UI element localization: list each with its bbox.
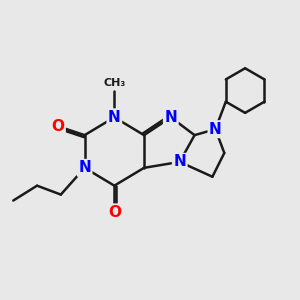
Text: N: N <box>108 110 121 125</box>
Text: O: O <box>108 205 121 220</box>
Text: CH₃: CH₃ <box>103 78 125 88</box>
Text: N: N <box>78 160 91 175</box>
Text: N: N <box>209 122 222 137</box>
Text: N: N <box>173 154 186 169</box>
Text: N: N <box>164 110 177 125</box>
Text: O: O <box>51 119 64 134</box>
